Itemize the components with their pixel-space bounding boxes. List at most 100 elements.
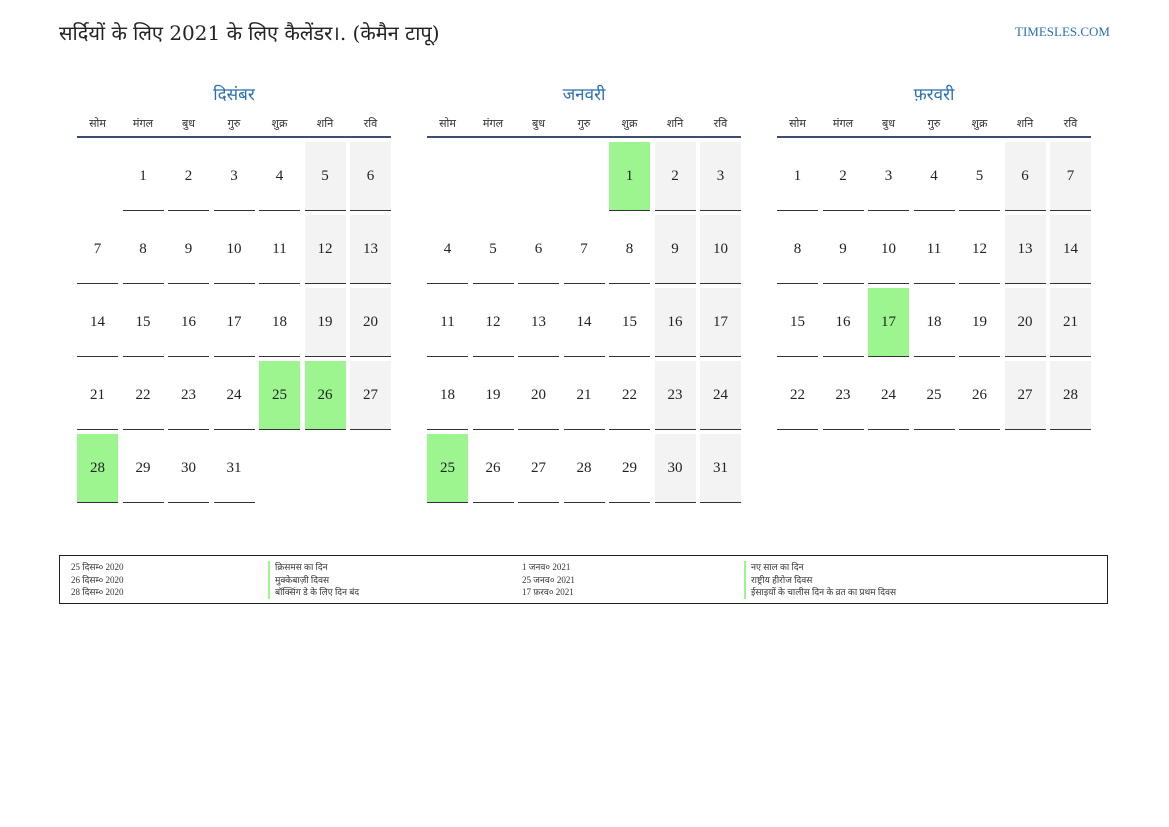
weekend-day-cell[interactable]: 27 (1004, 361, 1046, 430)
day-cell[interactable]: 30 (168, 434, 209, 503)
day-cell[interactable]: 11 (913, 215, 955, 284)
weekend-day-cell[interactable]: 31 (700, 434, 741, 503)
weekend-day-cell[interactable]: 20 (1004, 288, 1046, 357)
weekend-day-cell[interactable]: 20 (350, 288, 391, 357)
day-cell[interactable]: 9 (822, 215, 864, 284)
day-cell[interactable]: 19 (959, 288, 1000, 357)
day-cell[interactable]: 14 (563, 288, 605, 357)
weekend-day-cell[interactable]: 17 (700, 288, 741, 357)
weekend-day-cell[interactable]: 13 (1004, 215, 1046, 284)
weekend-day-cell[interactable]: 23 (654, 361, 696, 430)
legend-date: 25 जनव० 2021 (522, 574, 575, 585)
day-cell[interactable]: 31 (213, 434, 255, 503)
day-cell[interactable]: 4 (913, 142, 955, 211)
day-cell[interactable]: 4 (427, 215, 468, 284)
day-cell[interactable]: 21 (563, 361, 605, 430)
holiday-day-cell[interactable]: 25 (427, 434, 468, 503)
day-cell[interactable]: 8 (777, 215, 818, 284)
weekend-day-cell[interactable]: 2 (654, 142, 696, 211)
day-cell[interactable]: 1 (777, 142, 818, 211)
day-cell[interactable]: 4 (259, 142, 300, 211)
legend-holiday-name: मुक्केबाज़ी दिवस (268, 573, 359, 586)
day-cell[interactable]: 9 (168, 215, 209, 284)
day-cell[interactable]: 13 (518, 288, 559, 357)
day-cell[interactable]: 2 (822, 142, 864, 211)
day-cell[interactable]: 22 (609, 361, 650, 430)
day-cell[interactable]: 18 (913, 288, 955, 357)
weekend-day-cell[interactable]: 14 (1050, 215, 1091, 284)
weekday-header: सोम मंगल बुध गुरु शुक्र शनि रवि (77, 108, 391, 138)
holiday-day-cell[interactable]: 1 (609, 142, 650, 211)
day-cell[interactable]: 20 (518, 361, 559, 430)
weekend-day-cell[interactable]: 19 (304, 288, 346, 357)
weekday-label: सोम (439, 117, 456, 130)
weekend-day-cell[interactable]: 6 (1004, 142, 1046, 211)
day-cell[interactable]: 12 (959, 215, 1000, 284)
weekday-header: सोम मंगल बुध गुरु शुक्र शनि रवि (777, 108, 1091, 138)
day-cell[interactable]: 10 (868, 215, 909, 284)
weekend-day-cell[interactable]: 6 (350, 142, 391, 211)
day-cell[interactable]: 16 (168, 288, 209, 357)
weekend-day-cell[interactable]: 30 (654, 434, 696, 503)
day-cell[interactable]: 5 (959, 142, 1000, 211)
day-cell[interactable]: 12 (472, 288, 514, 357)
day-cell[interactable]: 21 (77, 361, 118, 430)
day-cell[interactable]: 2 (168, 142, 209, 211)
day-cell[interactable]: 18 (427, 361, 468, 430)
legend-dates-left: 25 दिसम्‍० 2020 26 दिसम्‍० 2020 28 दिसम्… (71, 561, 124, 599)
day-cell[interactable]: 15 (122, 288, 164, 357)
day-cell[interactable]: 28 (563, 434, 605, 503)
legend-date: 17 फ़रव० 2021 (522, 587, 574, 597)
holiday-day-cell[interactable]: 26 (304, 361, 346, 430)
day-cell[interactable]: 23 (822, 361, 864, 430)
day-cell[interactable]: 3 (868, 142, 909, 211)
day-cell[interactable]: 15 (777, 288, 818, 357)
weekend-day-cell[interactable]: 27 (350, 361, 391, 430)
weekend-day-cell[interactable]: 3 (700, 142, 741, 211)
weekend-day-cell[interactable]: 16 (654, 288, 696, 357)
weekend-day-cell[interactable]: 28 (1050, 361, 1091, 430)
day-cell[interactable]: 14 (77, 288, 118, 357)
day-cell[interactable]: 19 (472, 361, 514, 430)
day-cell[interactable]: 15 (609, 288, 650, 357)
day-cell[interactable]: 11 (259, 215, 300, 284)
brand-link[interactable]: TIMESLES.COM (1015, 24, 1110, 39)
day-cell[interactable]: 26 (472, 434, 514, 503)
day-cell[interactable]: 3 (213, 142, 255, 211)
day-cell[interactable]: 26 (959, 361, 1000, 430)
day-cell[interactable]: 24 (213, 361, 255, 430)
day-cell[interactable]: 22 (122, 361, 164, 430)
day-cell[interactable]: 7 (77, 215, 118, 284)
day-cell[interactable]: 18 (259, 288, 300, 357)
day-cell[interactable]: 1 (122, 142, 164, 211)
weekend-day-cell[interactable]: 5 (304, 142, 346, 211)
weekend-day-cell[interactable]: 12 (304, 215, 346, 284)
day-cell[interactable]: 17 (213, 288, 255, 357)
day-cell[interactable]: 29 (609, 434, 650, 503)
day-cell[interactable]: 6 (518, 215, 559, 284)
day-cell[interactable]: 10 (213, 215, 255, 284)
day-cell[interactable]: 24 (868, 361, 909, 430)
day-cell[interactable]: 22 (777, 361, 818, 430)
day-cell[interactable]: 8 (122, 215, 164, 284)
day-grid: 1 2 3 4 5 6 7 8 9 10 11 12 13 14 15 16 17 18 19 20 21 22 23 24 2… (77, 142, 391, 503)
day-cell[interactable]: 23 (168, 361, 209, 430)
day-cell[interactable]: 8 (609, 215, 650, 284)
day-cell[interactable]: 25 (913, 361, 955, 430)
day-cell[interactable]: 16 (822, 288, 864, 357)
weekend-day-cell[interactable]: 10 (700, 215, 741, 284)
weekend-day-cell[interactable]: 21 (1050, 288, 1091, 357)
weekend-day-cell[interactable]: 13 (350, 215, 391, 284)
holiday-day-cell[interactable]: 25 (259, 361, 300, 430)
day-cell[interactable]: 11 (427, 288, 468, 357)
holiday-day-cell[interactable]: 28 (77, 434, 118, 503)
day-cell[interactable]: 7 (563, 215, 605, 284)
day-cell[interactable]: 5 (472, 215, 514, 284)
holiday-day-cell[interactable]: 17 (868, 288, 909, 357)
weekend-day-cell[interactable]: 9 (654, 215, 696, 284)
weekend-day-cell[interactable]: 7 (1050, 142, 1091, 211)
weekend-day-cell[interactable]: 24 (700, 361, 741, 430)
day-cell[interactable]: 29 (122, 434, 164, 503)
weekday-label: रवि (363, 117, 378, 130)
day-cell[interactable]: 27 (518, 434, 559, 503)
